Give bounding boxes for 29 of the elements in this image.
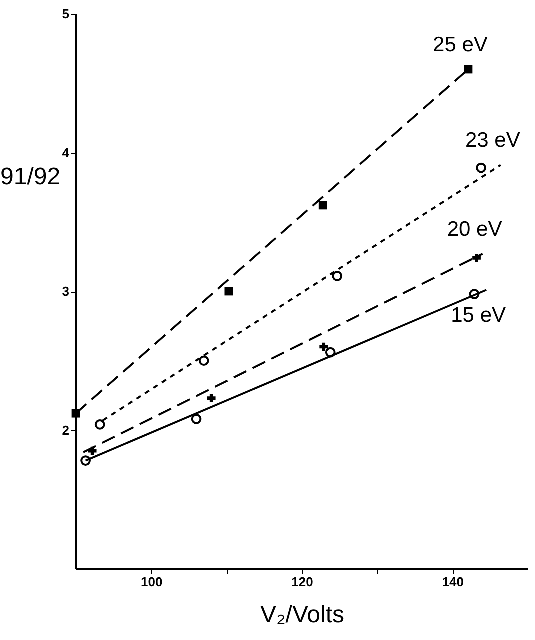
point	[191, 414, 202, 424]
point	[472, 254, 481, 262]
point	[332, 271, 343, 282]
point	[320, 342, 328, 352]
series-label: 15 eV	[451, 304, 506, 328]
point	[207, 394, 216, 403]
point	[224, 287, 234, 296]
point	[198, 356, 210, 366]
y-tick-label: 5	[62, 6, 70, 22]
point	[88, 446, 97, 456]
series-label: 25 eV	[433, 34, 488, 56]
y-axis-title: 91/92	[0, 164, 61, 190]
x-tick-label: 100	[140, 574, 163, 590]
point	[72, 409, 80, 418]
y-tick-label: 4	[62, 145, 70, 160]
point	[80, 456, 91, 466]
point	[464, 65, 473, 74]
y-tick-label: 2	[62, 422, 70, 438]
point	[325, 347, 336, 358]
x-axis-title: V₂/Volts	[260, 602, 345, 628]
point	[94, 420, 106, 430]
point	[469, 289, 480, 300]
series-label: 23 eV	[465, 129, 520, 152]
x-tick-label: 140	[442, 574, 464, 590]
point	[476, 162, 486, 174]
point	[318, 201, 328, 210]
series-label: 20 eV	[447, 218, 502, 242]
y-tick-label: 3	[62, 284, 70, 299]
x-tick-label: 120	[292, 574, 314, 590]
